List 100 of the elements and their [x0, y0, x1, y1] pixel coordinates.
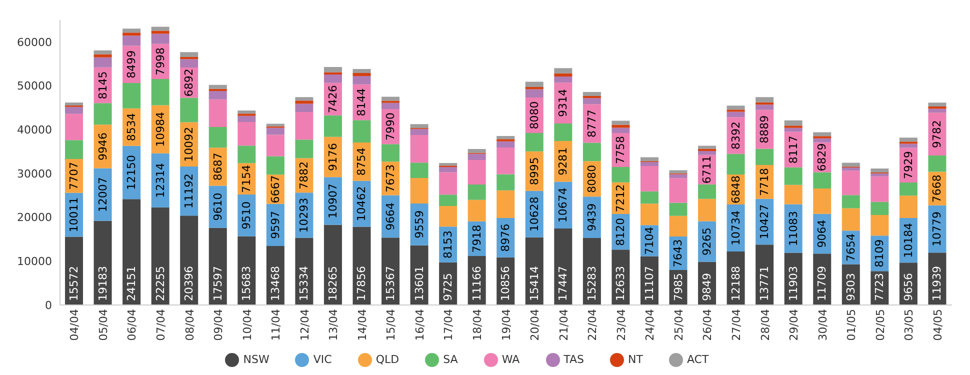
x-tick-label: 14/04: [356, 309, 369, 341]
bar: [382, 102, 400, 110]
data-label: 8153: [442, 230, 455, 258]
x-tick-label: 10/04: [240, 309, 254, 341]
bar: [238, 116, 256, 122]
bar: [842, 162, 860, 167]
data-label: 24151: [125, 266, 138, 301]
bar: [410, 178, 428, 204]
bar: [554, 68, 572, 74]
legend-label: NSW: [243, 353, 270, 366]
data-label: 8889: [758, 115, 772, 144]
data-label: 15283: [585, 266, 598, 301]
data-label: 15414: [528, 266, 541, 301]
bar: [352, 226, 371, 305]
data-label: 9176: [326, 142, 340, 171]
x-tick-label: 01/05: [845, 309, 858, 341]
bar: [94, 54, 112, 58]
data-label: 9664: [384, 202, 398, 230]
bar: [151, 78, 170, 106]
bar: [554, 76, 572, 83]
x-tick-label: 25/04: [672, 309, 686, 341]
data-label: 7104: [642, 226, 656, 255]
bar: [928, 102, 946, 107]
bar: [208, 228, 227, 305]
x-tick-label: 20/04: [528, 309, 542, 341]
data-label: 8145: [96, 71, 110, 100]
bar: [122, 28, 141, 33]
bar: [352, 72, 371, 76]
bar: [295, 100, 314, 104]
bar: [813, 132, 832, 136]
bar: [352, 76, 371, 84]
bar: [238, 122, 256, 146]
data-label: 6711: [700, 156, 714, 184]
bar: [295, 140, 314, 158]
data-label: 10293: [298, 198, 311, 233]
data-label: 7723: [873, 273, 886, 301]
data-label: 10427: [758, 204, 772, 240]
x-tick-label: 02/05: [874, 309, 887, 341]
bar: [151, 30, 170, 34]
bar: [899, 196, 918, 218]
bar: [698, 198, 716, 222]
bar: [94, 103, 112, 125]
data-label: 7426: [326, 85, 340, 114]
bar: [525, 132, 544, 152]
data-label: 12188: [729, 266, 742, 301]
data-label: 9510: [240, 201, 254, 230]
bar: [266, 128, 284, 135]
bar: [669, 202, 688, 216]
data-label: 11107: [642, 266, 656, 301]
data-label: 9303: [844, 273, 858, 301]
data-label: 12314: [154, 162, 167, 198]
data-label: 9946: [96, 132, 110, 160]
bar: [180, 56, 198, 60]
data-label: 11939: [930, 266, 944, 301]
data-label: 15572: [68, 266, 80, 301]
bar: [324, 115, 342, 137]
x-tick-label: 04/05: [931, 309, 944, 341]
data-label: 7758: [614, 136, 628, 164]
data-label: 10092: [182, 126, 196, 162]
data-label: 19183: [96, 266, 110, 301]
data-label: 9559: [412, 210, 426, 238]
bar: [122, 199, 141, 305]
y-tick-label: 10000: [17, 255, 52, 268]
bar: [928, 156, 946, 172]
x-tick-label: 09/04: [212, 309, 226, 341]
bar: [870, 202, 889, 215]
x-tick-label: 28/04: [758, 309, 772, 341]
x-tick-label: 04/04: [68, 309, 82, 341]
bar: [842, 170, 860, 196]
legend-label: NT: [628, 353, 643, 366]
bar: [756, 97, 774, 102]
data-label: 6892: [182, 68, 196, 97]
bar: [640, 204, 658, 226]
data-label: 10734: [729, 210, 742, 246]
bar: [382, 144, 400, 162]
data-label: 8117: [786, 136, 800, 164]
x-tick-label: 13/04: [327, 309, 340, 341]
bar: [612, 128, 630, 134]
bar: [295, 112, 314, 140]
data-label: 13468: [268, 266, 282, 301]
x-tick-label: 16/04: [413, 309, 426, 341]
data-label: 8080: [585, 164, 598, 193]
x-tick-label: 05/04: [96, 309, 110, 341]
bar: [208, 127, 227, 148]
bar: [122, 32, 141, 36]
x-tick-label: 12/04: [298, 309, 312, 341]
data-label: 9725: [442, 273, 455, 301]
data-label: 7154: [240, 164, 254, 193]
y-tick-label: 0: [45, 298, 52, 312]
data-label: 8109: [873, 239, 886, 268]
data-label: 10011: [68, 197, 80, 232]
data-label: 10628: [528, 196, 541, 232]
bar: [410, 162, 428, 178]
bar: [496, 147, 515, 174]
data-label: 7918: [470, 224, 484, 253]
bar: [468, 200, 486, 222]
data-label: 8499: [125, 50, 138, 78]
bar: [151, 34, 170, 44]
data-label: 7998: [154, 47, 167, 76]
bar: [122, 82, 141, 108]
